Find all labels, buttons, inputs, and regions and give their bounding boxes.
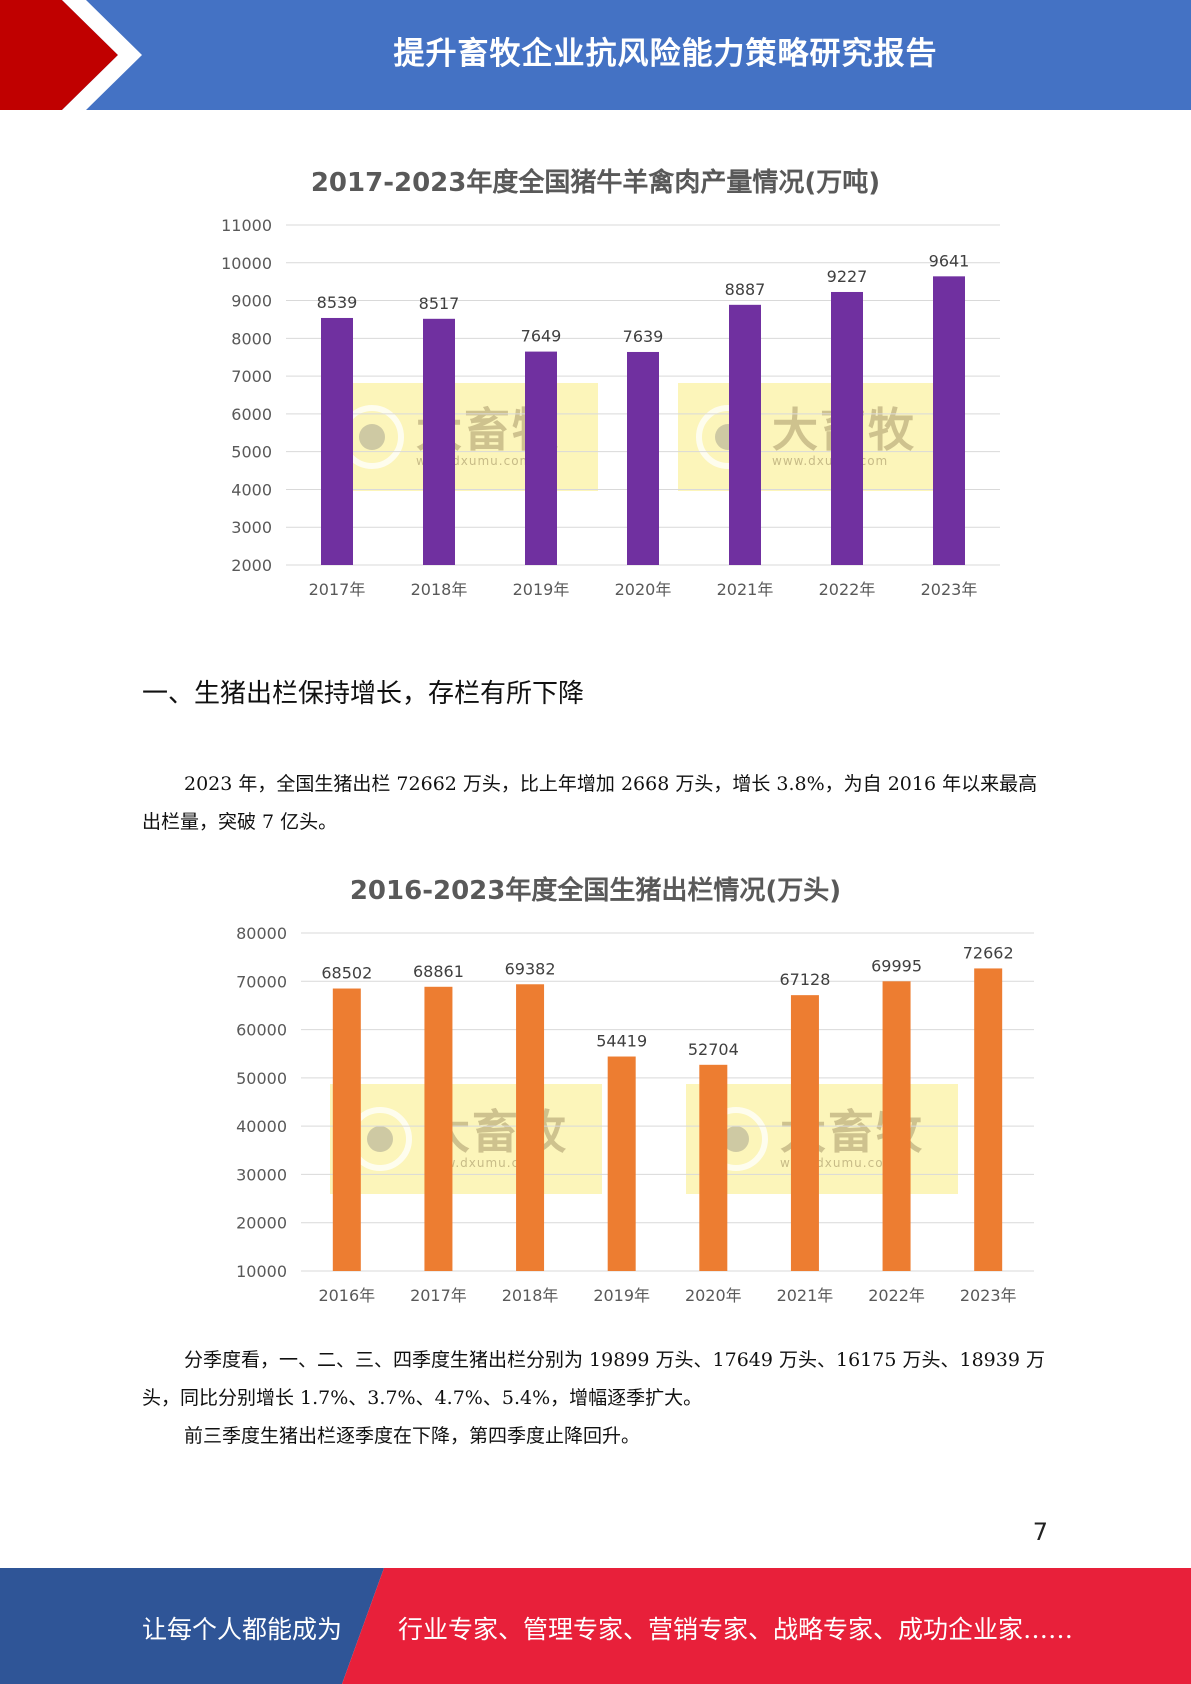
data-label: 69995	[871, 956, 922, 975]
y-tick-label: 4000	[231, 480, 272, 499]
bar	[729, 304, 761, 565]
x-tick-label: 2018年	[411, 580, 468, 599]
bar	[516, 984, 545, 1271]
y-tick-label: 11000	[221, 216, 272, 235]
bar	[423, 318, 455, 565]
y-tick-label: 2000	[231, 556, 272, 575]
bar	[831, 291, 863, 565]
bar	[627, 351, 659, 565]
chart-plot: 10000 20000 30000 40000 50000 60000 70000 80000…	[236, 924, 1034, 1305]
x-tick-label: 2016年	[318, 1286, 375, 1305]
report-title: 提升畜牧企业抗风险能力策略研究报告	[393, 36, 938, 72]
data-label: 68502	[321, 964, 372, 983]
x-tick-label: 2021年	[777, 1286, 834, 1305]
data-label: 8887	[725, 280, 766, 299]
bar	[790, 995, 819, 1271]
meat-production-chart: 2017-2023年度全国猪牛羊禽肉产量情况(万吨) 大畜牧 www.dxumu…	[0, 150, 1191, 610]
data-label: 7639	[623, 327, 664, 346]
x-tick-label: 2019年	[513, 580, 570, 599]
x-tick-label: 2017年	[309, 580, 366, 599]
footer-roles: 行业专家、管理专家、营销专家、战略专家、成功企业家……	[398, 1615, 1074, 1644]
data-label: 9227	[827, 267, 868, 286]
footer-background	[0, 1568, 1191, 1684]
x-tick-label: 2022年	[819, 580, 876, 599]
y-tick-label: 30000	[236, 1165, 287, 1184]
paragraph: 分季度看，一、二、三、四季度生猪出栏分别为 19899 万头、17649 万头、…	[142, 1349, 1045, 1409]
header-arrow-decoration	[0, 0, 142, 110]
x-tick-label: 2022年	[868, 1286, 925, 1305]
y-tick-label: 5000	[231, 443, 272, 462]
page-number: 7	[1032, 1518, 1048, 1546]
y-tick-label: 80000	[236, 924, 287, 943]
x-tick-label: 2023年	[921, 580, 978, 599]
bar	[332, 988, 361, 1271]
y-tick-label: 40000	[236, 1117, 287, 1136]
bar	[974, 968, 1003, 1271]
chart-title: 2017-2023年度全国猪牛羊禽肉产量情况(万吨)	[310, 168, 881, 198]
bar	[424, 986, 453, 1271]
bar	[933, 276, 965, 565]
y-tick-label: 9000	[231, 292, 272, 311]
x-tick-label: 2021年	[717, 580, 774, 599]
data-label: 72662	[963, 943, 1014, 962]
data-label: 52704	[688, 1040, 739, 1059]
y-tick-label: 10000	[236, 1262, 287, 1281]
data-label: 7649	[521, 327, 562, 346]
data-label: 54419	[596, 1032, 647, 1051]
report-footer: 让每个人都能成为 行业专家、管理专家、营销专家、战略专家、成功企业家……	[0, 1568, 1191, 1684]
y-tick-label: 20000	[236, 1214, 287, 1233]
y-tick-label: 50000	[236, 1069, 287, 1088]
y-tick-label: 8000	[231, 329, 272, 348]
chart-title: 2016-2023年度全国生猪出栏情况(万头)	[349, 876, 842, 906]
x-tick-label: 2020年	[615, 580, 672, 599]
data-label: 67128	[779, 970, 830, 989]
report-header: 提升畜牧企业抗风险能力策略研究报告	[0, 0, 1191, 110]
paragraph: 2023 年，全国生猪出栏 72662 万头，比上年增加 2668 万头，增长 …	[142, 773, 1038, 833]
y-tick-label: 6000	[231, 405, 272, 424]
watermark-url: www.dxumu.com	[424, 1156, 541, 1170]
data-label: 9641	[929, 251, 970, 270]
hog-slaughter-chart: 2016-2023年度全国生猪出栏情况(万头) 大畜牧 www.dxumu.co…	[0, 858, 1191, 1318]
data-label: 69382	[505, 959, 556, 978]
section-heading: 一、生猪出栏保持增长，存栏有所下降	[142, 679, 585, 709]
x-tick-label: 2017年	[410, 1286, 467, 1305]
data-label: 8539	[317, 293, 358, 312]
bar	[525, 351, 557, 565]
bar	[699, 1064, 728, 1271]
data-label: 8517	[419, 294, 460, 313]
paragraph: 前三季度生猪出栏逐季度在下降，第四季度止降回升。	[184, 1425, 641, 1447]
y-tick-label: 7000	[231, 367, 272, 386]
x-tick-label: 2023年	[960, 1286, 1017, 1305]
x-tick-label: 2020年	[685, 1286, 742, 1305]
y-tick-label: 60000	[236, 1021, 287, 1040]
bar	[321, 317, 353, 565]
x-tick-label: 2018年	[502, 1286, 559, 1305]
footer-slogan: 让每个人都能成为	[142, 1615, 343, 1644]
y-tick-label: 3000	[231, 518, 272, 537]
y-tick-label: 70000	[236, 972, 287, 991]
x-tick-label: 2019年	[593, 1286, 650, 1305]
chart-plot: 2000 3000 4000 5000 6000 7000 8000 9000 10000 110…	[221, 216, 1000, 599]
y-tick-label: 10000	[221, 254, 272, 273]
data-label: 68861	[413, 962, 464, 981]
bar	[882, 981, 911, 1271]
bar	[607, 1056, 636, 1271]
